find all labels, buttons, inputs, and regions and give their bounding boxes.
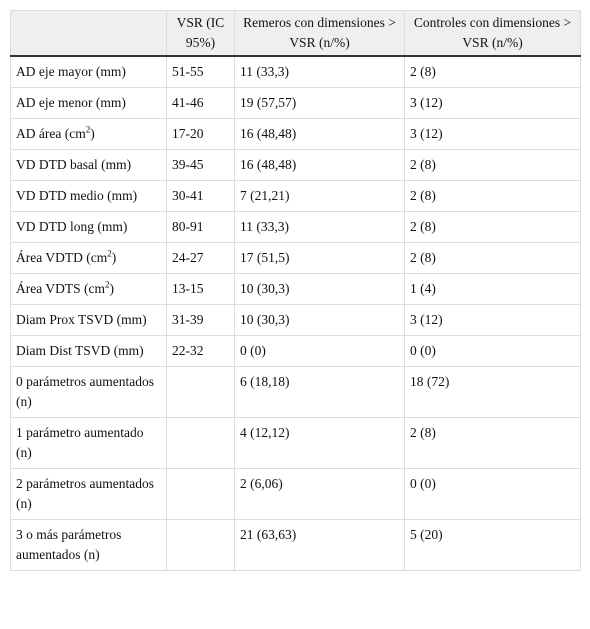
table-cell: VD DTD basal (mm) — [10, 149, 167, 181]
table-cell: Diam Dist TSVD (mm) — [10, 335, 167, 367]
table-cell: 30-41 — [166, 180, 235, 212]
cell-text: Área VDTD (cm — [16, 250, 108, 265]
header-cell: VSR (IC 95%) — [166, 10, 235, 57]
table-cell: 21 (63,63) — [234, 519, 405, 571]
superscript: 2 — [85, 124, 91, 135]
table-cell: 6 (18,18) — [234, 366, 405, 418]
table-cell: 11 (33,3) — [234, 55, 405, 88]
table-cell: 16 (48,48) — [234, 149, 405, 181]
table-cell: AD área (cm2) — [10, 118, 167, 150]
table-cell: 0 (0) — [234, 335, 405, 367]
table-cell: 1 parámetro aumentado (n) — [10, 417, 167, 469]
table-row: 3 o más parámetros aumentados (n) 21 (63,… — [10, 519, 581, 571]
table-cell — [166, 417, 235, 469]
table-cell: 1 (4) — [404, 273, 581, 305]
table-cell: 13-15 — [166, 273, 235, 305]
table-row: VD DTD long (mm) 80-91 11 (33,3) 2 (8) — [10, 211, 581, 243]
table-cell — [166, 519, 235, 571]
table-cell: AD eje menor (mm) — [10, 87, 167, 119]
table-cell: 0 parámetros aumentados (n) — [10, 366, 167, 418]
table-cell: 41-46 — [166, 87, 235, 119]
table-cell: 4 (12,12) — [234, 417, 405, 469]
table-cell: 2 (8) — [404, 417, 581, 469]
table-cell: 7 (21,21) — [234, 180, 405, 212]
table-row: 1 parámetro aumentado (n) 4 (12,12) 2 (8) — [10, 417, 581, 469]
table-cell: 2 (8) — [404, 149, 581, 181]
table-row: VD DTD basal (mm) 39-45 16 (48,48) 2 (8) — [10, 149, 581, 181]
table-cell: 10 (30,3) — [234, 273, 405, 305]
table-cell: 3 (12) — [404, 87, 581, 119]
table-cell: 11 (33,3) — [234, 211, 405, 243]
header-cell: Controles con dimensiones > VSR (n/%) — [404, 10, 581, 57]
table-cell: 51-55 — [166, 55, 235, 88]
table-cell — [166, 468, 235, 520]
table-cell: 17 (51,5) — [234, 242, 405, 274]
table-cell: 22-32 — [166, 335, 235, 367]
table-cell: 3 o más parámetros aumentados (n) — [10, 519, 167, 571]
header-cell: Remeros con dimensiones > VSR (n/%) — [234, 10, 405, 57]
table-cell: 2 (6,06) — [234, 468, 405, 520]
table-cell: 2 (8) — [404, 180, 581, 212]
table-row: Diam Dist TSVD (mm) 22-32 0 (0) 0 (0) — [10, 335, 581, 367]
table-cell: Área VDTD (cm2) — [10, 242, 167, 274]
superscript: 2 — [107, 248, 112, 259]
table-cell: 2 (8) — [404, 55, 581, 88]
table-cell: 10 (30,3) — [234, 304, 405, 336]
table-cell: 17-20 — [166, 118, 235, 150]
data-table: VSR (IC 95%) Remeros con dimensiones > VS… — [10, 10, 581, 571]
table-row: Área VDTD (cm2) 24-27 17 (51,5) 2 (8) — [10, 242, 581, 274]
table-row: AD eje menor (mm) 41-46 19 (57,57) 3 (12) — [10, 87, 581, 119]
table-cell: 5 (20) — [404, 519, 581, 571]
table-cell: 0 (0) — [404, 335, 581, 367]
table-row: Diam Prox TSVD (mm) 31-39 10 (30,3) 3 (12) — [10, 304, 581, 336]
table-body: AD eje mayor (mm) 51-55 11 (33,3) 2 (8) AD e… — [10, 55, 581, 571]
table-cell: Diam Prox TSVD (mm) — [10, 304, 167, 336]
table-cell: 3 (12) — [404, 304, 581, 336]
table-row: AD área (cm2) 17-20 16 (48,48) 3 (12) — [10, 118, 581, 150]
table-cell: 19 (57,57) — [234, 87, 405, 119]
table-cell: VD DTD long (mm) — [10, 211, 167, 243]
table-row: Área VDTS (cm2) 13-15 10 (30,3) 1 (4) — [10, 273, 581, 305]
table-row: VD DTD medio (mm) 30-41 7 (21,21) 2 (8) — [10, 180, 581, 212]
table-cell: Área VDTS (cm2) — [10, 273, 167, 305]
table-cell: 39-45 — [166, 149, 235, 181]
table-row: 2 parámetros aumentados (n) 2 (6,06) 0 (0) — [10, 468, 581, 520]
table-cell: 18 (72) — [404, 366, 581, 418]
cell-text: ) — [90, 126, 95, 141]
table-row: AD eje mayor (mm) 51-55 11 (33,3) 2 (8) — [10, 55, 581, 88]
table-cell: 3 (12) — [404, 118, 581, 150]
cell-text: ) — [109, 281, 114, 296]
table-cell — [166, 366, 235, 418]
table-cell: 2 (8) — [404, 211, 581, 243]
table-cell: 2 parámetros aumentados (n) — [10, 468, 167, 520]
cell-text: AD área (cm — [16, 126, 86, 141]
table-cell: 80-91 — [166, 211, 235, 243]
table-cell: VD DTD medio (mm) — [10, 180, 167, 212]
table-cell: 16 (48,48) — [234, 118, 405, 150]
header-cell — [10, 10, 167, 57]
table-cell: 2 (8) — [404, 242, 581, 274]
table-row: 0 parámetros aumentados (n) 6 (18,18) 18 (… — [10, 366, 581, 418]
superscript: 2 — [104, 279, 110, 290]
table-cell: AD eje mayor (mm) — [10, 55, 167, 88]
table-cell: 24-27 — [166, 242, 235, 274]
table-cell: 31-39 — [166, 304, 235, 336]
header-row: VSR (IC 95%) Remeros con dimensiones > VS… — [10, 10, 581, 57]
cell-text: ) — [111, 250, 117, 265]
cell-text: Área VDTS (cm — [16, 281, 105, 296]
table-cell: 0 (0) — [404, 468, 581, 520]
